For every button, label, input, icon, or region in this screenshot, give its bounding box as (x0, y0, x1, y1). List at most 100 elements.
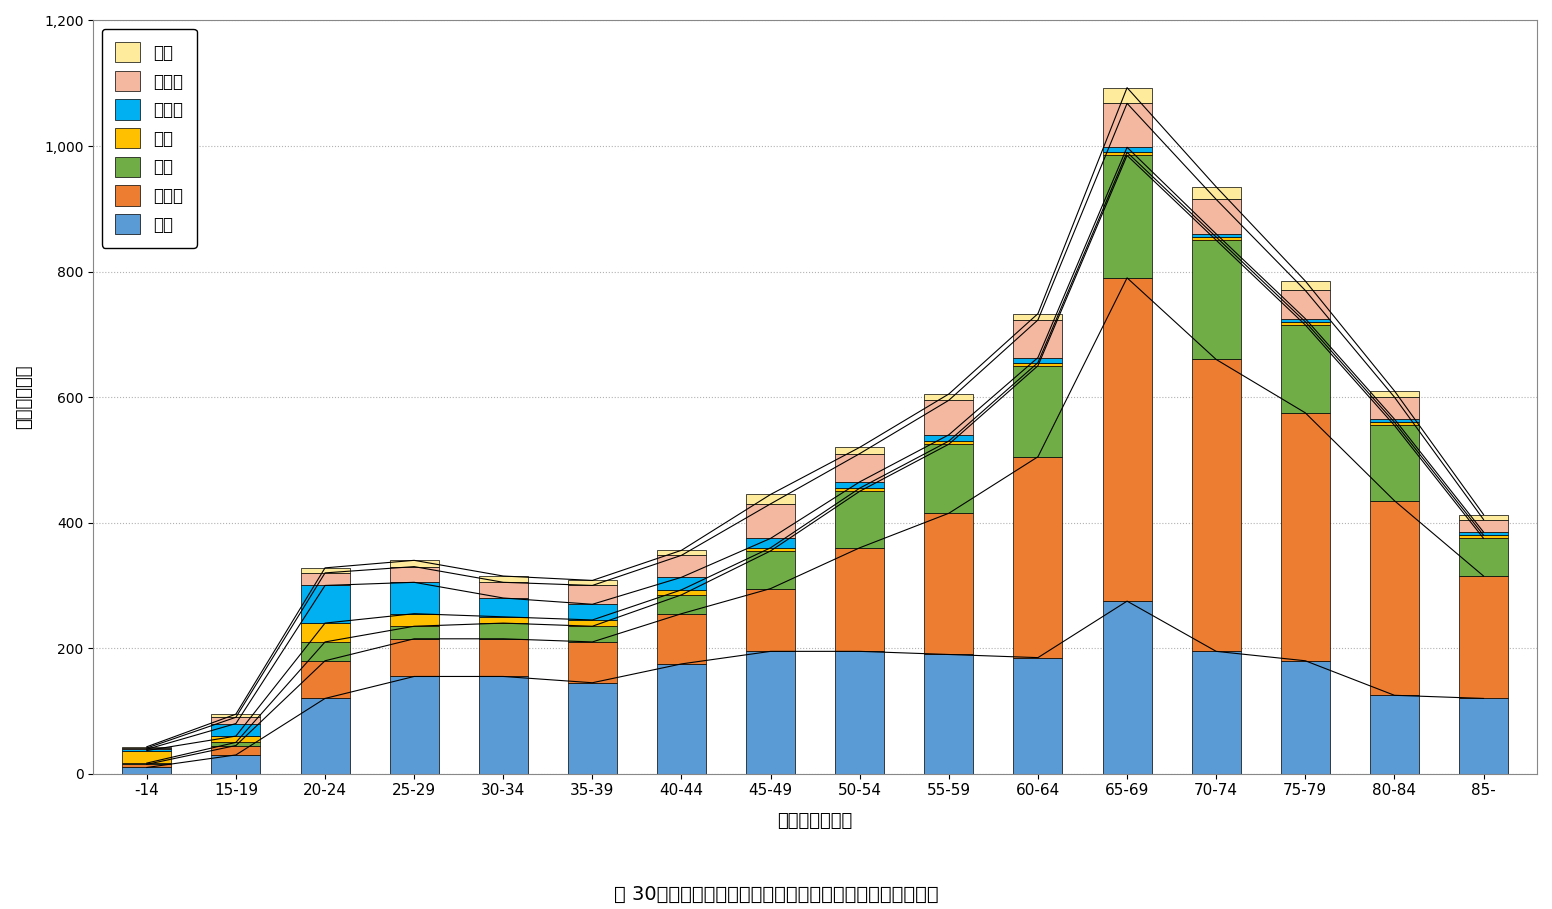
Bar (656, 550, 706, 555)
Bar (747, 538, 795, 548)
Bar (656, 594, 706, 614)
Bar (925, 441, 973, 445)
Bar (211, 714, 261, 717)
Bar (1280, 322, 1330, 325)
Bar (1280, 290, 1330, 319)
Bar (390, 566, 439, 583)
Bar (1192, 652, 1240, 774)
Bar (656, 590, 706, 594)
Bar (301, 568, 349, 573)
Bar (747, 551, 795, 589)
Bar (211, 717, 261, 724)
Bar (925, 654, 973, 774)
Bar (568, 642, 616, 683)
Bar (1370, 423, 1419, 425)
Legend: 不明, その他, 埋伏歯, 矯正, 破折, 歯周病, う蛴: 不明, その他, 埋伏歯, 矯正, 破折, 歯周病, う蛴 (102, 29, 197, 248)
Bar (1102, 278, 1152, 601)
Bar (1280, 661, 1330, 774)
Bar (301, 585, 349, 623)
Bar (1013, 365, 1063, 456)
Bar (1192, 187, 1240, 199)
Bar (835, 491, 885, 548)
Bar (1370, 425, 1419, 501)
Bar (211, 743, 261, 745)
Bar (835, 548, 885, 652)
Bar (1280, 325, 1330, 413)
Bar (478, 576, 528, 583)
Bar (478, 617, 528, 623)
Bar (390, 583, 439, 614)
Bar (1370, 501, 1419, 695)
Bar (747, 589, 795, 652)
Bar (747, 548, 795, 551)
Bar (301, 698, 349, 774)
Bar (1459, 532, 1509, 535)
Bar (925, 400, 973, 435)
Bar (478, 639, 528, 676)
Bar (123, 763, 171, 764)
Bar (656, 614, 706, 664)
Bar (1192, 240, 1240, 359)
Bar (1370, 695, 1419, 774)
Bar (123, 764, 171, 767)
Bar (568, 620, 616, 626)
Y-axis label: 抜歯数（本）: 抜歯数（本） (16, 365, 33, 429)
Bar (925, 435, 973, 441)
Bar (1370, 391, 1419, 397)
Bar (568, 604, 616, 620)
Bar (835, 482, 885, 488)
Bar (1013, 363, 1063, 365)
Bar (301, 623, 349, 642)
Bar (1459, 514, 1509, 520)
Bar (390, 626, 439, 639)
Bar (123, 747, 171, 748)
Bar (1013, 314, 1063, 320)
Bar (1459, 538, 1509, 576)
Bar (478, 583, 528, 598)
Bar (568, 585, 616, 604)
Bar (1459, 576, 1509, 698)
Bar (1370, 419, 1419, 423)
Bar (211, 755, 261, 774)
Bar (1013, 320, 1063, 357)
Bar (1013, 657, 1063, 774)
Bar (1459, 520, 1509, 532)
Bar (390, 639, 439, 676)
X-axis label: 年齢階級（歳）: 年齢階級（歳） (778, 813, 852, 830)
Bar (123, 748, 171, 749)
Bar (925, 514, 973, 654)
Bar (478, 623, 528, 639)
Bar (835, 447, 885, 454)
Bar (835, 454, 885, 482)
Bar (925, 394, 973, 400)
Bar (835, 652, 885, 774)
Bar (1102, 87, 1152, 104)
Bar (925, 445, 973, 514)
Bar (1102, 601, 1152, 774)
Bar (835, 488, 885, 491)
Bar (478, 676, 528, 774)
Bar (1370, 397, 1419, 419)
Bar (1192, 234, 1240, 237)
Bar (656, 664, 706, 774)
Bar (747, 652, 795, 774)
Bar (211, 736, 261, 743)
Bar (1102, 155, 1152, 278)
Bar (301, 661, 349, 698)
Bar (1013, 456, 1063, 657)
Bar (478, 598, 528, 617)
Bar (747, 494, 795, 504)
Bar (1280, 281, 1330, 290)
Bar (1013, 357, 1063, 363)
Bar (1192, 237, 1240, 240)
Bar (1459, 698, 1509, 774)
Bar (1102, 104, 1152, 147)
Bar (1280, 319, 1330, 322)
Bar (656, 577, 706, 590)
Bar (1102, 153, 1152, 155)
Text: 図 30　抜歯の主原因別にみた抜歯数（年齢階級別、実数）: 図 30 抜歯の主原因別にみた抜歯数（年齢階級別、実数） (613, 884, 939, 904)
Bar (301, 642, 349, 661)
Bar (656, 555, 706, 577)
Bar (301, 573, 349, 585)
Bar (390, 560, 439, 566)
